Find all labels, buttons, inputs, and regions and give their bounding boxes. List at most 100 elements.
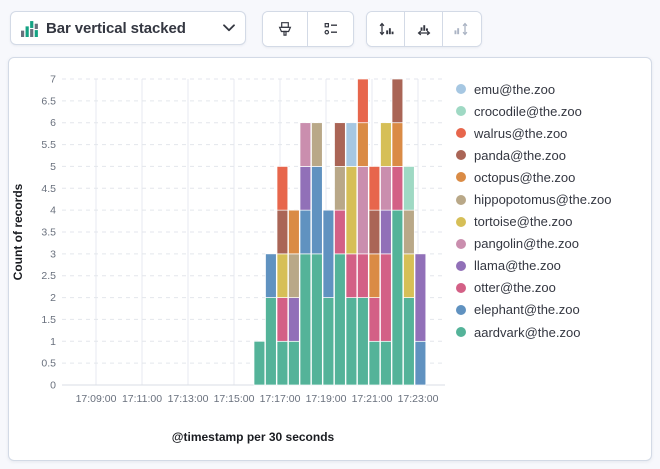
legend-label: pangolin@the.zoo xyxy=(474,236,579,252)
legend-color-dot xyxy=(456,238,466,249)
bar-segment[interactable] xyxy=(265,253,277,298)
bar-segment[interactable] xyxy=(368,253,381,298)
bar-segment[interactable] xyxy=(299,209,312,255)
bar-segment[interactable] xyxy=(311,253,323,386)
bar-segment[interactable] xyxy=(299,253,312,386)
bar-segment[interactable] xyxy=(380,209,392,255)
y-tick-label: 2 xyxy=(50,292,56,304)
bar-segment[interactable] xyxy=(403,253,415,298)
x-tick-label: 17:23:00 xyxy=(398,393,439,405)
bar-segment[interactable] xyxy=(253,340,266,386)
bar-segment[interactable] xyxy=(403,297,415,386)
bar-segment[interactable] xyxy=(345,253,358,298)
y-tick-label: 4 xyxy=(50,205,56,217)
bottom-axis-button[interactable] xyxy=(405,12,443,46)
legend-label: emu@the.zoo xyxy=(474,81,556,97)
bar-segment[interactable] xyxy=(334,253,346,386)
legend-item[interactable]: llama@the.zoo xyxy=(456,255,648,277)
bar-segment[interactable] xyxy=(391,166,404,211)
bar-segment[interactable] xyxy=(357,253,369,298)
bar-segment[interactable] xyxy=(276,209,289,255)
y-tick-label: 7 xyxy=(50,74,56,86)
bar-segment[interactable] xyxy=(288,209,300,255)
bar-segment[interactable] xyxy=(368,340,381,386)
legend-label: panda@the.zoo xyxy=(474,147,566,163)
y-tick-label: 3.5 xyxy=(41,227,56,239)
bar-segment[interactable] xyxy=(299,122,312,167)
x-tick-label: 17:19:00 xyxy=(306,393,347,405)
legend-label: octopus@the.zoo xyxy=(474,169,576,185)
stacked-bar-chart: 0 0.5 1 1.5 2 2.5 3 3.5 4 4.5 5 5.5 6 6.5 7 17:09:00 17:… xyxy=(11,74,445,444)
bar-segment[interactable] xyxy=(288,340,300,386)
bar-segment[interactable] xyxy=(265,297,277,386)
bottom-axis-icon xyxy=(416,21,432,37)
bar-segment[interactable] xyxy=(368,297,381,342)
bar-segment[interactable] xyxy=(391,78,404,124)
right-axis-icon xyxy=(454,21,470,37)
bar-segment[interactable] xyxy=(368,209,381,255)
bar-segment[interactable] xyxy=(276,253,289,298)
bar-segment[interactable] xyxy=(414,253,427,342)
bar-segment[interactable] xyxy=(380,340,392,386)
bar-segment[interactable] xyxy=(368,166,381,211)
bar-segment[interactable] xyxy=(357,122,369,167)
legend-item[interactable]: hippopotomus@the.zoo xyxy=(456,188,648,210)
legend-color-dot xyxy=(456,128,466,139)
bar-segment[interactable] xyxy=(334,166,346,211)
y-tick-label: 1 xyxy=(50,336,56,348)
bar-segment[interactable] xyxy=(288,253,300,298)
bar-segment[interactable] xyxy=(276,340,289,386)
legend-label: elephant@the.zoo xyxy=(474,302,580,318)
left-axis-button[interactable] xyxy=(367,12,405,46)
left-axis-icon xyxy=(378,21,394,37)
y-tick-label: 5.5 xyxy=(41,139,56,151)
bar-segment[interactable] xyxy=(414,340,427,386)
legend-item[interactable]: octopus@the.zoo xyxy=(456,166,648,188)
bar-segment[interactable] xyxy=(391,122,404,167)
y-tick-label: 6 xyxy=(50,117,56,129)
legend-label: llama@the.zoo xyxy=(474,258,561,274)
bar-segment[interactable] xyxy=(288,297,300,342)
legend-color-dot xyxy=(456,216,466,227)
bar-segment[interactable] xyxy=(276,297,289,342)
bar-segment[interactable] xyxy=(345,297,358,386)
legend-item[interactable]: aardvark@the.zoo xyxy=(456,321,648,343)
x-tick-label: 17:15:00 xyxy=(214,393,255,405)
bar-segment[interactable] xyxy=(311,122,323,167)
legend-item[interactable]: elephant@the.zoo xyxy=(456,299,648,321)
legend-item[interactable]: tortoise@the.zoo xyxy=(456,211,648,233)
bar-segment[interactable] xyxy=(357,166,369,255)
legend-label: aardvark@the.zoo xyxy=(474,324,581,340)
bar-segment[interactable] xyxy=(345,122,358,167)
legend-item[interactable]: crocodile@the.zoo xyxy=(456,100,648,122)
bar-segment[interactable] xyxy=(334,122,346,167)
bar-segment[interactable] xyxy=(380,253,392,342)
legend-color-dot xyxy=(456,282,466,293)
legend-settings-button[interactable] xyxy=(308,12,353,46)
bar-segment[interactable] xyxy=(391,209,404,386)
legend-item[interactable]: otter@the.zoo xyxy=(456,277,648,299)
bar-segment[interactable] xyxy=(357,297,369,386)
chart-type-selector[interactable]: Bar vertical stacked xyxy=(10,11,246,45)
bar-segment[interactable] xyxy=(311,166,323,255)
bar-segment[interactable] xyxy=(322,209,335,298)
legend-item[interactable]: panda@the.zoo xyxy=(456,144,648,166)
right-axis-button[interactable] xyxy=(443,12,481,46)
bar-segment[interactable] xyxy=(380,122,392,167)
y-tick-label: 3 xyxy=(50,248,56,260)
bar-segment[interactable] xyxy=(322,297,335,386)
bar-segment[interactable] xyxy=(299,166,312,211)
bar-segment[interactable] xyxy=(403,209,415,255)
axis-settings-group xyxy=(366,11,482,47)
legend-item[interactable]: walrus@the.zoo xyxy=(456,122,648,144)
legend-item[interactable]: pangolin@the.zoo xyxy=(456,233,648,255)
x-tick-label: 17:13:00 xyxy=(168,393,209,405)
legend-item[interactable]: emu@the.zoo xyxy=(456,78,648,100)
bar-segment[interactable] xyxy=(380,166,392,211)
bar-segment[interactable] xyxy=(345,166,358,255)
bar-segment[interactable] xyxy=(357,78,369,124)
bar-segment[interactable] xyxy=(403,166,415,211)
bar-segment[interactable] xyxy=(334,209,346,255)
bar-segment[interactable] xyxy=(276,166,289,211)
visual-options-button[interactable] xyxy=(263,12,308,46)
